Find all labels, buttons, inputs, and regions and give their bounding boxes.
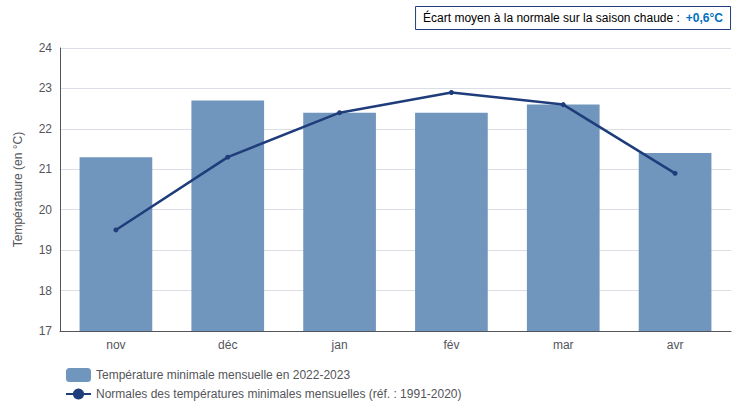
svg-text:21: 21 <box>39 162 53 176</box>
svg-text:Normales des températures mini: Normales des températures minimales mens… <box>96 387 462 401</box>
svg-text:mar: mar <box>553 338 574 352</box>
svg-text:23: 23 <box>39 81 53 95</box>
svg-text:+0,6°C: +0,6°C <box>686 11 723 25</box>
svg-text:Écart moyen à la normale sur l: Écart moyen à la normale sur la saison c… <box>423 10 680 25</box>
svg-text:Température minimale mensuelle: Température minimale mensuelle en 2022-2… <box>96 368 350 382</box>
svg-text:17: 17 <box>39 324 53 338</box>
svg-text:jan: jan <box>331 338 348 352</box>
svg-text:20: 20 <box>39 203 53 217</box>
svg-text:Températaure (en °C): Températaure (en °C) <box>11 132 25 248</box>
svg-text:avr: avr <box>667 338 684 352</box>
svg-text:22: 22 <box>39 122 53 136</box>
svg-text:19: 19 <box>39 243 53 257</box>
svg-text:nov: nov <box>106 338 125 352</box>
svg-text:18: 18 <box>39 284 53 298</box>
svg-text:24: 24 <box>39 41 53 55</box>
svg-text:fév: fév <box>443 338 459 352</box>
svg-text:déc: déc <box>218 338 237 352</box>
